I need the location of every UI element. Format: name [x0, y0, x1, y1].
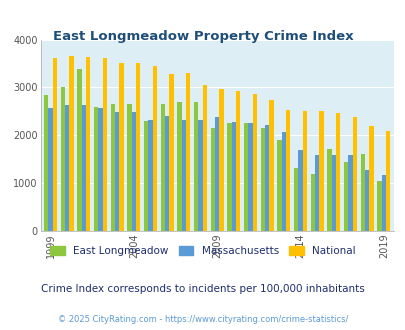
- Bar: [127, 104, 131, 231]
- Bar: [98, 108, 102, 231]
- Bar: [69, 56, 74, 231]
- Bar: [152, 66, 157, 231]
- Bar: [185, 73, 190, 231]
- Bar: [310, 174, 314, 231]
- Bar: [293, 168, 298, 231]
- Bar: [376, 181, 381, 231]
- Bar: [264, 125, 269, 231]
- Bar: [319, 112, 323, 231]
- Legend: East Longmeadow, Massachusetts, National: East Longmeadow, Massachusetts, National: [46, 242, 359, 260]
- Bar: [364, 170, 369, 231]
- Bar: [194, 102, 198, 231]
- Text: East Longmeadow Property Crime Index: East Longmeadow Property Crime Index: [53, 30, 352, 43]
- Bar: [61, 87, 65, 231]
- Bar: [94, 107, 98, 231]
- Bar: [235, 91, 240, 231]
- Bar: [231, 122, 235, 231]
- Bar: [202, 85, 207, 231]
- Bar: [227, 123, 231, 231]
- Bar: [210, 128, 215, 231]
- Bar: [369, 126, 373, 231]
- Text: © 2025 CityRating.com - https://www.cityrating.com/crime-statistics/: © 2025 CityRating.com - https://www.city…: [58, 315, 347, 324]
- Bar: [269, 100, 273, 231]
- Bar: [335, 113, 339, 231]
- Bar: [165, 116, 169, 231]
- Bar: [252, 94, 256, 231]
- Bar: [77, 69, 81, 231]
- Bar: [277, 140, 281, 231]
- Bar: [352, 116, 356, 231]
- Bar: [215, 117, 219, 231]
- Bar: [326, 149, 331, 231]
- Bar: [65, 105, 69, 231]
- Bar: [302, 112, 306, 231]
- Bar: [111, 104, 115, 231]
- Bar: [331, 155, 335, 231]
- Bar: [198, 119, 202, 231]
- Bar: [219, 89, 223, 231]
- Bar: [131, 112, 136, 231]
- Bar: [381, 175, 385, 231]
- Bar: [347, 155, 352, 231]
- Bar: [160, 104, 165, 231]
- Text: Crime Index corresponds to incidents per 100,000 inhabitants: Crime Index corresponds to incidents per…: [41, 284, 364, 294]
- Bar: [343, 162, 347, 231]
- Bar: [385, 130, 389, 231]
- Bar: [314, 155, 319, 231]
- Bar: [119, 63, 124, 231]
- Bar: [136, 63, 140, 231]
- Bar: [285, 111, 290, 231]
- Bar: [177, 102, 181, 231]
- Bar: [260, 128, 264, 231]
- Bar: [115, 112, 119, 231]
- Bar: [281, 132, 285, 231]
- Bar: [360, 154, 364, 231]
- Bar: [53, 58, 57, 231]
- Bar: [48, 108, 53, 231]
- Bar: [86, 57, 90, 231]
- Bar: [169, 74, 173, 231]
- Bar: [102, 58, 107, 231]
- Bar: [243, 123, 248, 231]
- Bar: [298, 150, 302, 231]
- Bar: [181, 119, 185, 231]
- Bar: [144, 121, 148, 231]
- Bar: [148, 120, 152, 231]
- Bar: [44, 95, 48, 231]
- Bar: [248, 123, 252, 231]
- Bar: [81, 105, 86, 231]
